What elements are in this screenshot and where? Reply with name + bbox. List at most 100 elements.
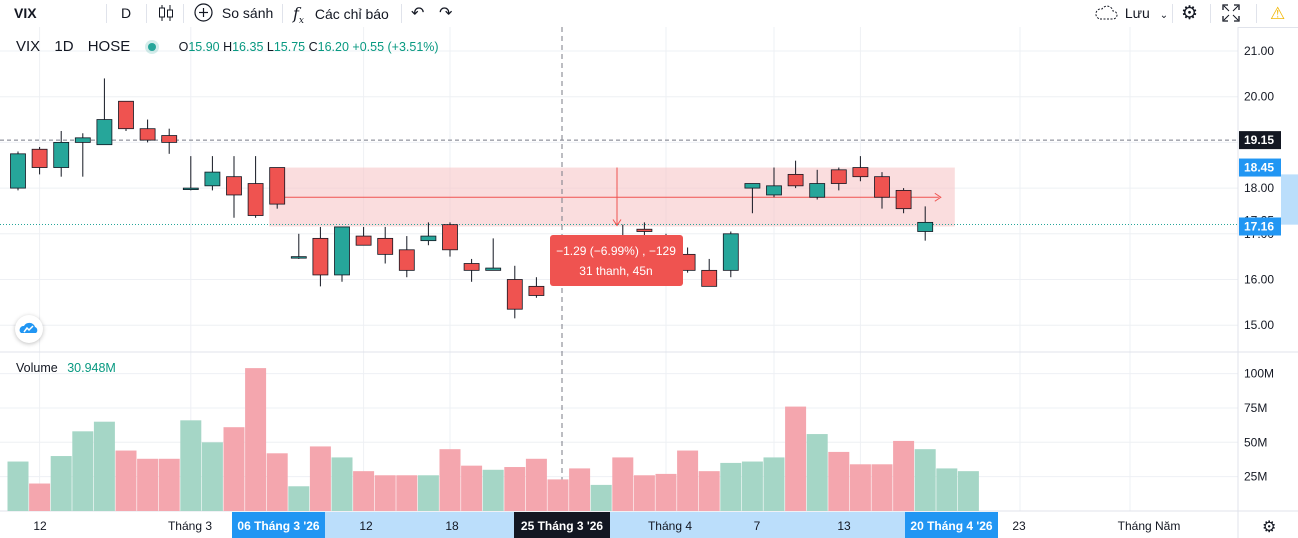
legend-symbol: VIX <box>16 38 41 55</box>
candle <box>31 146 48 175</box>
price-tick-label: 20.00 <box>1244 90 1274 104</box>
volume-bar <box>612 457 634 511</box>
volume-tick-label: 50M <box>1244 435 1267 449</box>
volume-bar <box>806 434 828 511</box>
logo-icon <box>19 322 38 333</box>
candle-body <box>506 279 523 310</box>
toolbar-divider <box>1172 4 1173 23</box>
indicators-label: Các chỉ báo <box>314 6 389 22</box>
time-badge-cursor-text: 25 Tháng 3 '26 <box>521 519 604 533</box>
interval-button[interactable]: D <box>121 0 131 27</box>
candle-body <box>874 176 890 198</box>
candle-body <box>895 189 912 210</box>
candle <box>852 156 869 182</box>
candle <box>874 172 890 209</box>
save-label: Lưu <box>1124 5 1150 21</box>
candle-body <box>398 249 415 271</box>
chart-canvas[interactable]: 21.0020.0019.0018.0017.0016.0015.00100M7… <box>0 27 1298 538</box>
time-badge-cursor <box>514 512 610 538</box>
candle <box>895 188 912 214</box>
save-button[interactable]: Lưu ⌄ <box>1094 0 1168 27</box>
axis-settings-icon: ⚙ <box>1262 519 1276 536</box>
candle-body <box>701 269 718 287</box>
time-badge-end <box>905 512 998 538</box>
undo-icon: ↶ <box>411 5 425 22</box>
candle <box>269 167 286 209</box>
plus-circle-icon <box>194 3 213 22</box>
candle-body <box>334 226 350 276</box>
toolbar-divider <box>106 4 107 23</box>
compare-button[interactable]: So sánh <box>194 0 273 27</box>
measure-bottom-label <box>1239 217 1281 236</box>
candle <box>355 226 372 246</box>
symbol-search-button[interactable]: VIX <box>14 0 37 27</box>
redo-icon: ↷ <box>439 5 453 22</box>
candle-body <box>830 169 847 184</box>
volume-bar <box>331 457 353 511</box>
volume-bar <box>115 450 137 511</box>
measure-tooltip-line1: −1.29 (−6.99%) , −129 <box>556 244 676 258</box>
price-tick-label: 16.00 <box>1244 273 1274 287</box>
candle-body <box>377 237 394 255</box>
price-range-highlight <box>1281 174 1298 225</box>
tradingview-logo[interactable] <box>15 315 43 343</box>
toolbar-divider <box>183 4 184 23</box>
candle <box>701 258 718 287</box>
volume-bar <box>374 475 396 511</box>
candle-body <box>809 183 826 198</box>
volume-bar <box>439 449 461 511</box>
candle-body <box>290 256 307 259</box>
candle-body <box>528 285 545 296</box>
volume-bar <box>957 471 979 511</box>
time-tick-label: 13 <box>837 519 851 533</box>
candle <box>139 119 156 143</box>
candle <box>485 238 502 271</box>
candle-body <box>442 224 458 251</box>
time-badge-start <box>232 512 325 538</box>
candle <box>787 160 804 189</box>
time-tick-label: 7 <box>754 519 761 533</box>
candle-body <box>463 263 480 271</box>
candle-body <box>10 153 26 189</box>
warning-button[interactable]: ⚠ <box>1270 0 1285 27</box>
candle <box>506 265 523 319</box>
settings-button[interactable]: ⚙ <box>1181 0 1198 27</box>
fullscreen-button[interactable] <box>1222 0 1240 27</box>
candle <box>917 206 934 241</box>
symbol-legend: VIX 1D HOSE O15.90 H16.35 L15.75 C16.20 … <box>16 38 439 55</box>
undo-button[interactable]: ↶ <box>411 0 424 27</box>
candle <box>722 231 739 278</box>
candle <box>744 183 761 214</box>
candle-body <box>96 119 113 146</box>
toolbar-divider <box>1256 4 1257 23</box>
candle <box>809 169 826 200</box>
volume-bar <box>309 446 331 511</box>
gear-icon: ⚙ <box>1181 3 1199 24</box>
warning-icon: ⚠ <box>1270 4 1286 23</box>
measure-arrow-h <box>934 192 942 202</box>
volume-bar <box>655 473 677 511</box>
redo-button[interactable]: ↷ <box>439 0 452 27</box>
volume-bar <box>828 451 850 511</box>
candle <box>10 151 26 191</box>
candle <box>679 247 696 273</box>
legend-interval: 1D <box>54 38 74 55</box>
volume-bar <box>353 471 375 511</box>
toolbar-divider <box>401 4 402 23</box>
price-tick-label: 15.00 <box>1244 318 1274 332</box>
candle-body <box>852 167 869 178</box>
time-tick-label: 23 <box>1012 519 1026 533</box>
price-tick-label: 21.00 <box>1244 44 1274 58</box>
volume-bar <box>720 462 742 511</box>
candle <box>334 226 350 282</box>
time-tick-label: 12 <box>359 519 373 533</box>
volume-bar <box>50 456 72 511</box>
candle <box>377 226 394 264</box>
volume-bar <box>590 484 612 511</box>
candle <box>312 226 329 287</box>
measure-bottom-label-text: 17.16 <box>1244 219 1274 233</box>
chart-style-button[interactable] <box>157 0 175 27</box>
time-badge-start-text: 06 Tháng 3 '26 <box>237 519 320 533</box>
candle-body <box>312 237 329 276</box>
indicators-button[interactable]: fx Các chỉ báo <box>293 0 389 27</box>
